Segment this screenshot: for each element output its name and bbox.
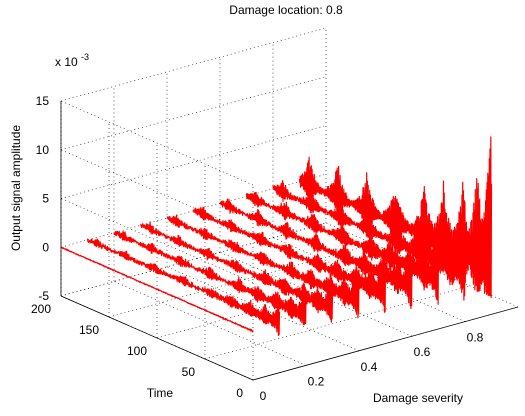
- z-tick-label: 5: [42, 192, 49, 206]
- y-axis-line: [60, 295, 254, 381]
- z-tick-label: 0: [42, 240, 49, 254]
- signal-trace-severity-5: [192, 206, 387, 313]
- z-tick-label: 15: [36, 94, 50, 108]
- z-tick-label: 10: [36, 143, 50, 157]
- grid-line: [113, 281, 307, 366]
- y-tick-label: 50: [182, 365, 196, 379]
- x-tick-label: 0: [260, 389, 267, 403]
- signal-trace-severity-4: [166, 214, 360, 319]
- grid-line: [60, 100, 254, 186]
- z-tick-label: -5: [38, 289, 49, 303]
- x-tick-label: 0.6: [414, 345, 431, 359]
- z-exponent-label: x 10 -3: [55, 52, 89, 69]
- axes: [60, 101, 519, 381]
- signal-trace-severity-2: [113, 230, 307, 326]
- x-axis-label: Damage severity: [373, 391, 463, 405]
- x-axis-line: [252, 306, 519, 381]
- y-tick-label: 100: [127, 344, 147, 358]
- signal-trace-severity-3: [139, 221, 334, 323]
- grid-line: [60, 198, 254, 283]
- z-axis-label: Output signal amplitude: [9, 125, 23, 251]
- y-tick-label: 0: [236, 386, 243, 400]
- y-axis-label: Time: [147, 386, 174, 400]
- chart-title: Damage location: 0.8: [229, 3, 343, 17]
- signal-trace-severity-6: [219, 198, 413, 309]
- x-tick-label: 0.2: [308, 374, 325, 388]
- x-tick-label: 0.8: [467, 331, 484, 345]
- grid-line: [60, 27, 327, 102]
- grid-line: [60, 149, 254, 235]
- signal-trace-severity-0: [60, 246, 254, 333]
- y-tick-label: 200: [31, 302, 51, 316]
- y-tick-label: 150: [79, 323, 99, 337]
- signal-traces: [60, 136, 493, 336]
- signal-trace-severity-7: [245, 191, 440, 305]
- grid-line: [60, 76, 327, 151]
- x-tick-label: 0.4: [361, 360, 378, 374]
- signal-trace-severity-1: [86, 238, 281, 336]
